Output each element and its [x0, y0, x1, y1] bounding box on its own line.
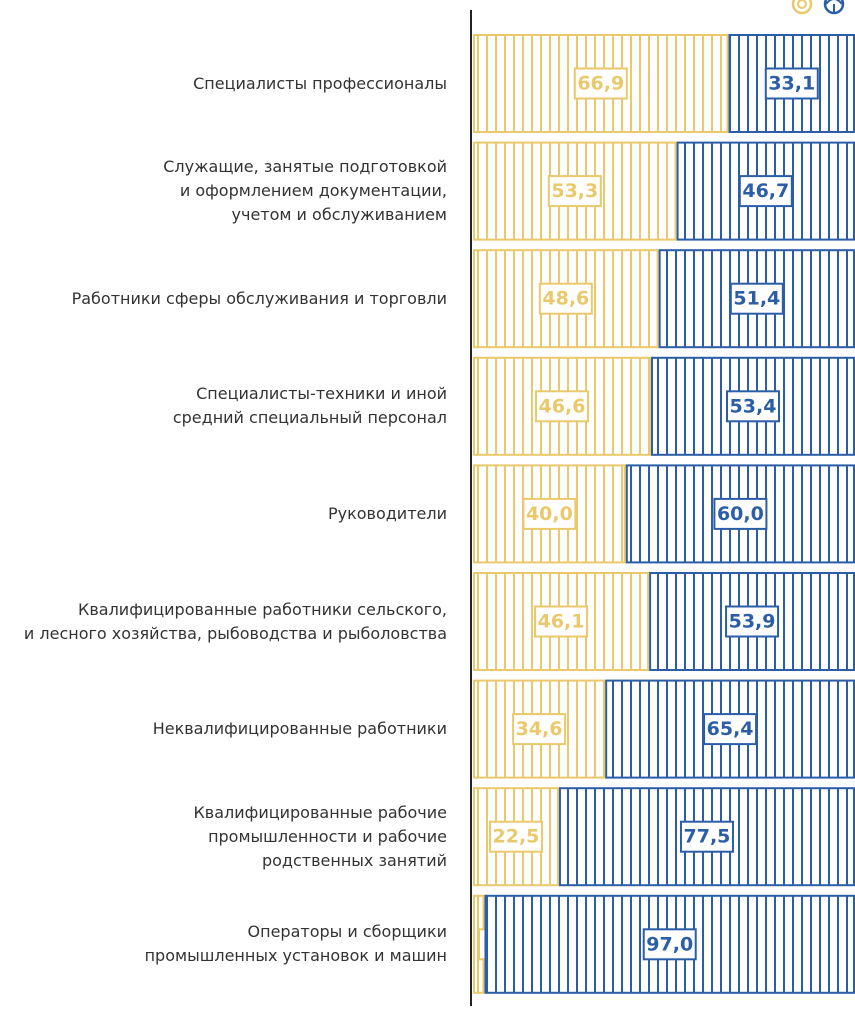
category-label: Работники сферы обслуживания и торговли — [71, 288, 447, 308]
value-label-box — [713, 497, 768, 530]
value-label: 40,0 — [526, 503, 573, 525]
value-label-box — [547, 175, 602, 208]
value-label-box — [534, 605, 589, 638]
value-label-box — [725, 605, 780, 638]
value-label-box — [538, 282, 593, 315]
value-label: 53,3 — [551, 180, 598, 202]
value-label: 34,6 — [516, 718, 563, 740]
category-label: Руководители — [327, 503, 447, 523]
value-label-box — [679, 820, 734, 853]
value-label: 97,0 — [646, 933, 693, 955]
value-label-box — [703, 713, 758, 746]
category-label: Квалифицированные рабочие промышленности… — [193, 802, 447, 870]
value-label: 77,5 — [684, 826, 731, 848]
value-label-box — [738, 175, 793, 208]
value-label: 66,9 — [577, 73, 624, 95]
value-label-box — [535, 390, 590, 423]
legend-icons — [791, 0, 845, 15]
bar-segment — [658, 249, 855, 349]
value-label: 60,0 — [717, 503, 764, 525]
value-label: 53,9 — [729, 611, 776, 633]
category-label: Неквалифицированные работники — [152, 719, 447, 739]
value-label-box — [522, 497, 577, 530]
value-label-box — [573, 67, 628, 100]
value-label: 53,4 — [730, 395, 777, 417]
value-label-box — [488, 820, 543, 853]
value-label: 48,6 — [542, 288, 589, 310]
category-label: Операторы и сборщики промышленных устано… — [144, 922, 447, 966]
value-label-box — [512, 713, 567, 746]
category-label: Служащие, занятые подготовкой и оформлен… — [163, 157, 447, 225]
value-label-box — [642, 928, 697, 961]
category-label: Специалисты профессионалы — [193, 73, 447, 93]
value-label: 46,6 — [539, 395, 586, 417]
value-label-box — [726, 390, 781, 423]
value-label: 65,4 — [707, 718, 754, 740]
value-label-box — [729, 282, 784, 315]
value-label: 22,5 — [493, 826, 540, 848]
value-label: 33,1 — [768, 73, 815, 95]
category-label: Специалисты-техники и иной средний специ… — [172, 384, 447, 428]
category-label: Квалифицированные работники сельского, и… — [23, 599, 447, 643]
value-label-box — [764, 67, 819, 100]
bar-segment — [558, 787, 855, 887]
value-label: 51,4 — [733, 288, 780, 310]
value-label: 46,7 — [742, 180, 789, 202]
value-label: 46,1 — [538, 611, 585, 633]
